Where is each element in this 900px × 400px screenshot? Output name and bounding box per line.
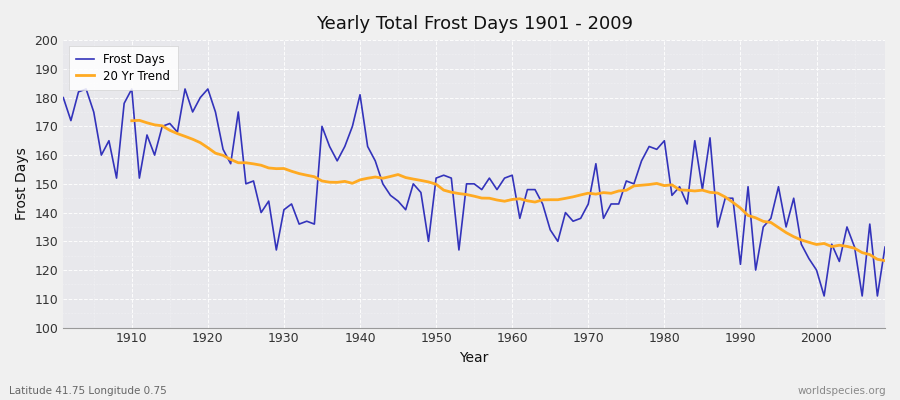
Frost Days: [879, 245, 890, 250]
Legend: Frost Days, 20 Yr Trend: Frost Days, 20 Yr Trend: [69, 46, 177, 90]
20 Yr Trend: [332, 180, 343, 185]
Text: worldspecies.org: worldspecies.org: [798, 386, 886, 396]
20 Yr Trend: [598, 190, 609, 195]
20 Yr Trend: [879, 258, 890, 263]
Frost Days: [58, 95, 68, 100]
Frost Days: [515, 216, 526, 221]
20 Yr Trend: [500, 199, 510, 204]
Y-axis label: Frost Days: Frost Days: [15, 148, 29, 220]
Frost Days: [126, 86, 137, 91]
20 Yr Trend: [507, 197, 517, 202]
X-axis label: Year: Year: [460, 351, 489, 365]
Frost Days: [507, 173, 517, 178]
Frost Days: [81, 86, 92, 91]
Frost Days: [293, 222, 304, 226]
Frost Days: [339, 144, 350, 149]
Line: 20 Yr Trend: 20 Yr Trend: [131, 120, 885, 261]
Frost Days: [819, 294, 830, 298]
Frost Days: [606, 202, 616, 206]
Title: Yearly Total Frost Days 1901 - 2009: Yearly Total Frost Days 1901 - 2009: [316, 15, 633, 33]
Line: Frost Days: Frost Days: [63, 89, 885, 296]
Text: Latitude 41.75 Longitude 0.75: Latitude 41.75 Longitude 0.75: [9, 386, 166, 396]
20 Yr Trend: [286, 169, 297, 174]
